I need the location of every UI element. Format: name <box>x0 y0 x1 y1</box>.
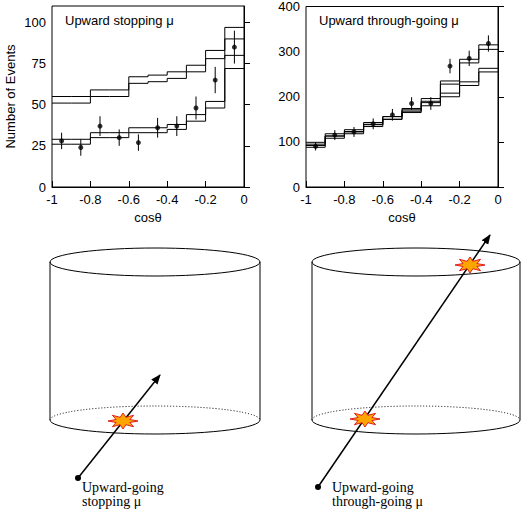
svg-text:-0.8: -0.8 <box>79 192 101 207</box>
svg-text:100: 100 <box>24 15 46 30</box>
svg-text:through-going μ: through-going μ <box>332 494 423 509</box>
svg-text:0: 0 <box>240 192 247 207</box>
svg-text:75: 75 <box>32 56 46 71</box>
svg-text:-0.6: -0.6 <box>118 192 140 207</box>
svg-text:300: 300 <box>278 44 300 59</box>
svg-text:100: 100 <box>278 134 300 149</box>
svg-text:stopping μ: stopping μ <box>82 494 141 509</box>
svg-text:0: 0 <box>39 180 46 195</box>
svg-text:-0.6: -0.6 <box>372 192 394 207</box>
svg-text:-0.4: -0.4 <box>156 192 178 207</box>
svg-text:-0.2: -0.2 <box>194 192 216 207</box>
svg-text:200: 200 <box>278 89 300 104</box>
svg-text:cosθ: cosθ <box>388 210 415 225</box>
svg-text:400: 400 <box>278 0 300 14</box>
svg-text:-0.4: -0.4 <box>410 192 432 207</box>
svg-text:25: 25 <box>32 138 46 153</box>
svg-text:Number of Events: Number of Events <box>3 44 18 149</box>
svg-text:-0.8: -0.8 <box>333 192 355 207</box>
svg-text:Upward through-going μ: Upward through-going μ <box>319 13 459 28</box>
svg-text:Upward stopping μ: Upward stopping μ <box>65 13 174 28</box>
svg-text:Upward-going: Upward-going <box>82 480 164 495</box>
svg-text:-1: -1 <box>300 192 312 207</box>
svg-text:0: 0 <box>494 192 501 207</box>
svg-text:50: 50 <box>32 97 46 112</box>
svg-text:-0.2: -0.2 <box>448 192 470 207</box>
svg-text:0: 0 <box>293 180 300 195</box>
svg-text:Upward-going: Upward-going <box>332 480 414 495</box>
svg-text:-1: -1 <box>46 192 58 207</box>
svg-text:cosθ: cosθ <box>134 210 161 225</box>
